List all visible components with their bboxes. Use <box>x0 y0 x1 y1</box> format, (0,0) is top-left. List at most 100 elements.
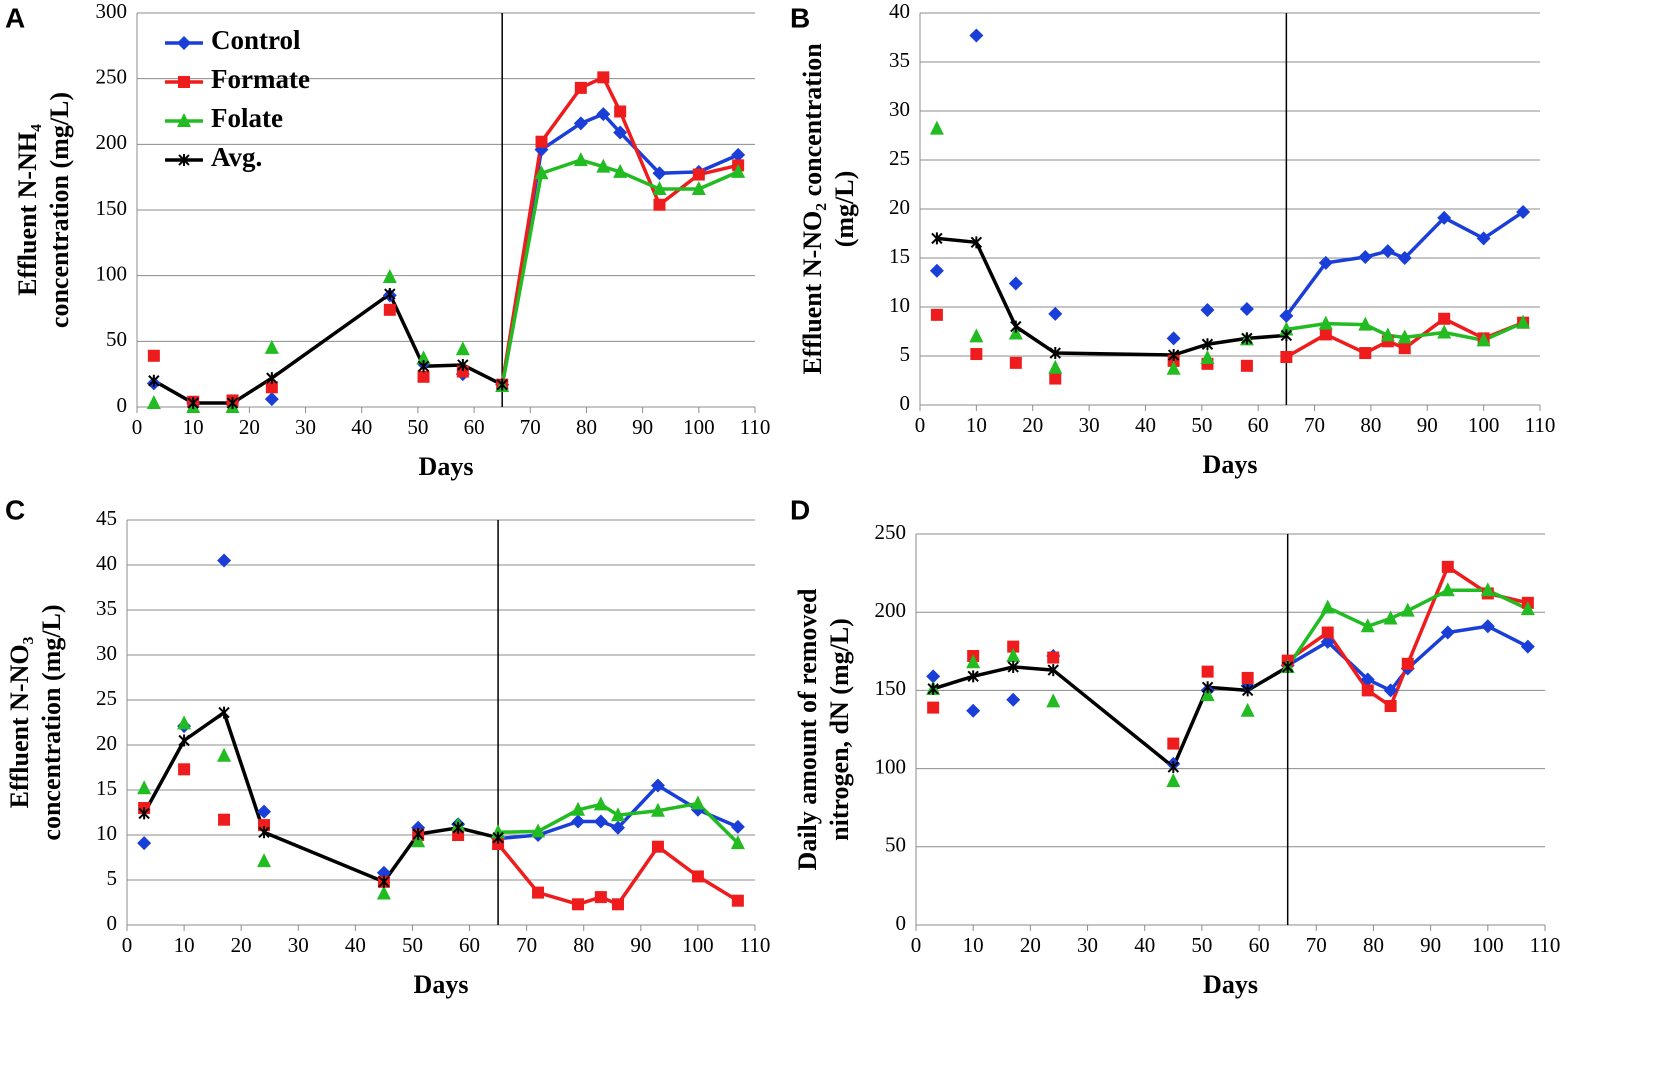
marker <box>532 886 545 899</box>
marker <box>1047 664 1059 677</box>
series-line <box>1286 624 1529 693</box>
series-line <box>1286 588 1529 668</box>
marker <box>1201 338 1214 351</box>
marker <box>730 835 745 850</box>
panel-label: B <box>790 2 810 33</box>
y-tick-label: 5 <box>900 342 911 366</box>
x-tick-label: 40 <box>351 415 372 439</box>
marker <box>930 308 943 321</box>
marker <box>257 804 272 819</box>
y-tick-label: 10 <box>96 821 117 845</box>
marker <box>1241 671 1254 684</box>
series-line <box>932 665 1289 769</box>
series-line <box>1284 210 1525 317</box>
x-tick-label: 80 <box>1363 933 1384 957</box>
y-tick-label: 100 <box>96 261 128 285</box>
marker <box>265 381 278 394</box>
marker <box>455 341 470 356</box>
y-axis-title: Effluent N-NO₃ <box>5 636 34 808</box>
marker <box>1006 692 1021 707</box>
marker <box>731 147 746 162</box>
marker <box>218 706 230 719</box>
marker <box>653 198 666 211</box>
marker <box>187 397 199 410</box>
legend-label: Folate <box>211 103 283 133</box>
marker <box>573 116 588 131</box>
marker <box>931 232 943 245</box>
marker <box>218 813 231 826</box>
marker <box>1009 356 1022 369</box>
series-line <box>500 158 739 387</box>
marker <box>1380 327 1395 342</box>
x-axis-title: Days <box>1203 450 1258 479</box>
x-tick-label: 80 <box>1360 413 1381 437</box>
x-tick-label: 90 <box>1420 933 1441 957</box>
y-axis-title: concentration (mg/L) <box>37 604 66 840</box>
marker <box>147 349 160 362</box>
marker <box>593 814 608 829</box>
marker <box>1318 315 1333 330</box>
marker <box>594 891 607 904</box>
marker <box>417 360 430 373</box>
marker <box>384 288 396 301</box>
marker <box>596 158 611 173</box>
x-tick-label: 30 <box>288 933 309 957</box>
marker <box>1516 204 1531 219</box>
marker <box>690 795 705 810</box>
y-tick-label: 5 <box>107 866 118 890</box>
x-tick-label: 90 <box>632 415 653 439</box>
marker <box>1441 560 1454 573</box>
x-tick-label: 40 <box>1135 413 1156 437</box>
y-axis-title: Effluent N-NO₂ concentration <box>798 43 827 375</box>
marker <box>378 875 390 888</box>
x-tick-label: 10 <box>966 413 987 437</box>
marker <box>1318 255 1333 270</box>
marker <box>1241 684 1254 697</box>
panel-label: A <box>5 2 25 33</box>
marker <box>492 831 504 844</box>
x-tick-label: 30 <box>295 415 316 439</box>
marker <box>1166 331 1181 346</box>
marker <box>731 894 744 907</box>
y-tick-label: 50 <box>106 327 127 351</box>
marker <box>574 81 587 94</box>
x-tick-label: 60 <box>464 415 485 439</box>
marker <box>691 180 706 195</box>
marker <box>597 71 610 84</box>
x-tick-label: 100 <box>1468 413 1500 437</box>
marker <box>613 163 628 178</box>
marker <box>596 107 611 122</box>
y-axis-title: nitrogen, dN (mg/L) <box>825 618 854 841</box>
y-tick-label: 300 <box>96 0 128 23</box>
x-tick-label: 10 <box>174 933 195 957</box>
marker <box>1321 626 1334 639</box>
marker <box>1437 324 1452 339</box>
y-tick-label: 200 <box>875 598 907 622</box>
legend-label: Avg. <box>211 142 262 172</box>
series-line <box>500 75 739 385</box>
marker <box>1480 582 1495 597</box>
marker <box>1361 684 1374 697</box>
y-tick-label: 50 <box>885 833 906 857</box>
marker <box>496 378 508 391</box>
marker <box>966 703 981 718</box>
marker <box>1438 312 1451 325</box>
x-tick-label: 50 <box>1191 933 1212 957</box>
marker <box>376 885 391 900</box>
y-tick-label: 250 <box>96 64 128 88</box>
marker <box>452 821 464 834</box>
marker <box>178 763 191 776</box>
y-tick-label: 0 <box>896 911 907 935</box>
marker <box>264 392 279 407</box>
y-tick-label: 30 <box>889 97 910 121</box>
marker <box>1358 250 1373 265</box>
y-axis-title: (mg/L) <box>830 171 859 248</box>
marker <box>1281 660 1294 673</box>
x-tick-label: 30 <box>1077 933 1098 957</box>
marker <box>1401 657 1414 670</box>
marker <box>1520 601 1535 616</box>
marker <box>264 339 279 354</box>
marker <box>148 374 160 387</box>
marker <box>730 819 745 834</box>
